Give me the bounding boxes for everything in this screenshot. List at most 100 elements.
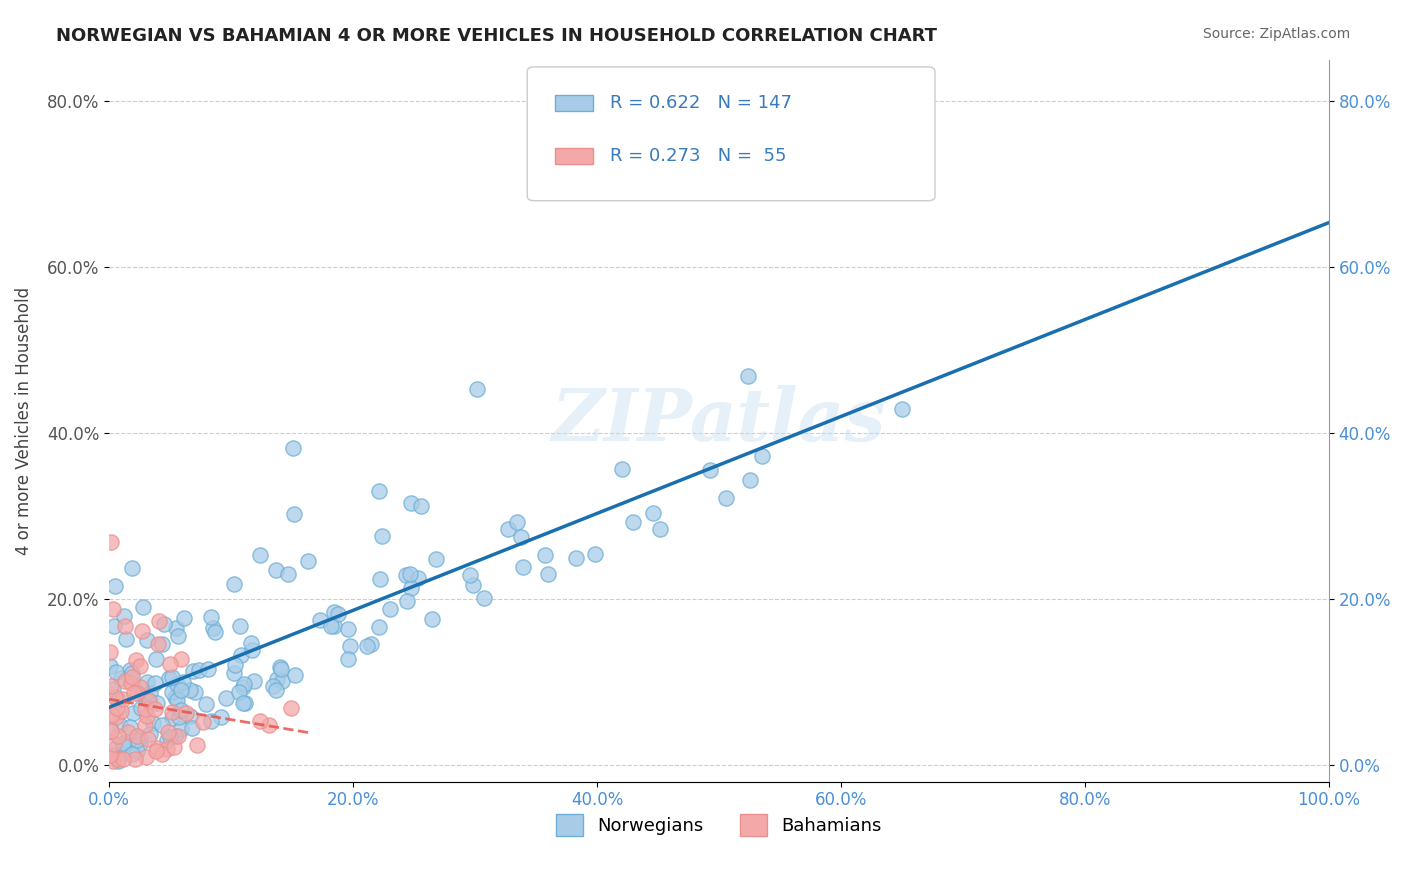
- Point: [108, 718, 131, 732]
- Point: [117, 725, 139, 739]
- Point: [120, 663, 142, 677]
- Point: [186, 738, 208, 752]
- Point: [738, 473, 761, 487]
- Point: [107, 701, 129, 715]
- Point: [162, 685, 184, 699]
- Point: [264, 682, 287, 697]
- Point: [512, 559, 534, 574]
- Point: [134, 702, 156, 716]
- Point: [112, 608, 135, 623]
- Point: [163, 739, 186, 754]
- Point: [150, 747, 173, 761]
- Point: [122, 686, 145, 700]
- Point: [200, 610, 222, 624]
- Point: [145, 740, 167, 755]
- Point: [209, 710, 232, 724]
- Point: [107, 693, 129, 707]
- Point: [112, 736, 135, 750]
- Point: [194, 698, 217, 712]
- Point: [124, 652, 146, 666]
- Point: [564, 551, 586, 566]
- Point: [110, 745, 132, 759]
- Point: [356, 640, 378, 654]
- Point: [222, 577, 245, 591]
- Point: [148, 637, 170, 651]
- Point: [262, 679, 284, 693]
- Point: [737, 369, 759, 384]
- Point: [153, 616, 176, 631]
- Point: [134, 718, 156, 732]
- Point: [135, 690, 157, 705]
- Point: [231, 648, 253, 663]
- Point: [420, 612, 443, 626]
- Point: [120, 676, 142, 690]
- Point: [612, 462, 634, 476]
- Point: [100, 708, 122, 723]
- Point: [336, 652, 359, 666]
- Point: [103, 737, 125, 751]
- Point: [401, 496, 423, 510]
- Point: [264, 563, 287, 577]
- Point: [399, 567, 422, 582]
- Point: [138, 686, 160, 700]
- Point: [277, 566, 299, 581]
- Point: [643, 506, 665, 520]
- Point: [270, 662, 292, 676]
- Point: [170, 652, 193, 666]
- Point: [323, 605, 346, 619]
- Point: [169, 703, 191, 717]
- Point: [321, 619, 343, 633]
- Point: [284, 668, 307, 682]
- Point: [112, 752, 135, 766]
- Point: [249, 548, 271, 562]
- Point: [104, 741, 127, 756]
- Point: [135, 675, 157, 690]
- Point: [239, 636, 262, 650]
- Point: [127, 730, 149, 744]
- Point: [648, 522, 671, 536]
- Point: [135, 690, 157, 705]
- Point: [394, 567, 416, 582]
- Point: [132, 600, 155, 615]
- Point: [118, 720, 141, 734]
- Point: [142, 715, 165, 730]
- Point: [249, 714, 271, 728]
- Text: NORWEGIAN VS BAHAMIAN 4 OR MORE VEHICLES IN HOUSEHOLD CORRELATION CHART: NORWEGIAN VS BAHAMIAN 4 OR MORE VEHICLES…: [56, 27, 938, 45]
- Point: [510, 530, 533, 544]
- Point: [406, 572, 429, 586]
- Point: [111, 691, 134, 706]
- Point: [891, 402, 914, 417]
- Point: [121, 747, 143, 761]
- Point: [138, 693, 160, 707]
- Point: [167, 729, 190, 743]
- Point: [165, 621, 187, 635]
- Point: [135, 750, 157, 764]
- Point: [326, 607, 349, 622]
- Point: [104, 665, 127, 680]
- Point: [179, 709, 201, 723]
- Point: [112, 738, 135, 752]
- Point: [172, 675, 194, 690]
- Point: [368, 572, 391, 586]
- Point: [159, 730, 181, 744]
- Point: [101, 681, 124, 696]
- Point: [121, 560, 143, 574]
- Point: [184, 685, 207, 699]
- Point: [339, 639, 361, 653]
- Point: [751, 449, 773, 463]
- Point: [537, 567, 560, 582]
- Point: [180, 721, 202, 735]
- Point: [148, 614, 170, 628]
- Point: [266, 673, 288, 687]
- Point: [125, 686, 148, 700]
- Point: [229, 619, 252, 633]
- Point: [103, 619, 125, 633]
- Point: [110, 671, 132, 685]
- Point: [162, 706, 184, 720]
- Point: [156, 742, 179, 756]
- Text: ZIPatlas: ZIPatlas: [553, 385, 886, 456]
- Point: [179, 682, 201, 697]
- Point: [337, 622, 360, 636]
- Point: [101, 601, 124, 615]
- Point: [188, 663, 211, 677]
